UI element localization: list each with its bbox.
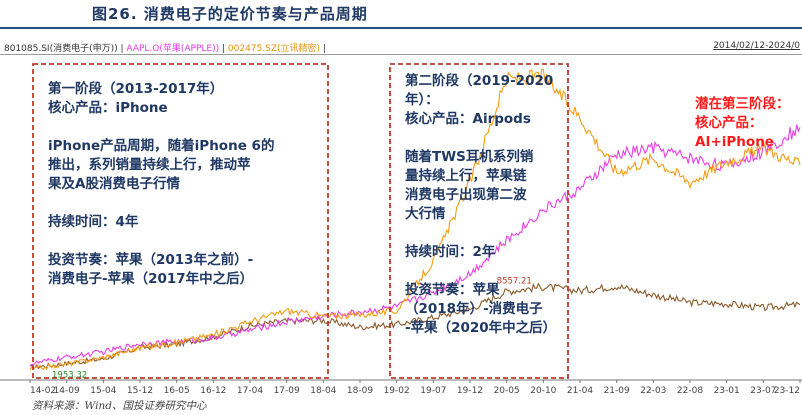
x-tick-label: 22-03: [640, 386, 666, 396]
date-range[interactable]: 2014/02/12-2024/0: [713, 41, 800, 51]
data-label: 1953.32: [52, 370, 87, 380]
legend-line: 801085.SI(消费电子(申万)) | AAPL.O(苹果(APPLE)) …: [4, 41, 326, 54]
x-tick-label: 18-04: [310, 386, 336, 396]
x-tick-label: 17-09: [274, 386, 300, 396]
source-note: 资料来源：Wind、国投证券研究中心: [32, 400, 207, 412]
x-tick-label: 14-09: [54, 386, 80, 396]
x-tick-label: 19-12: [457, 386, 483, 396]
x-tick-label: 23-12: [774, 386, 800, 396]
legend-sep-2: |: [219, 44, 228, 54]
x-tick-label: 17-04: [237, 386, 263, 396]
x-tick-label: 18-09: [347, 386, 373, 396]
figure-title: 图26. 消费电子的定价节奏与产品周期: [92, 5, 368, 23]
x-tick-label: 22-08: [677, 386, 703, 396]
x-tick-label: 20-05: [494, 386, 520, 396]
series-line-2: [29, 124, 801, 367]
legend-divider: [0, 54, 802, 55]
legend-sep-3: |: [320, 44, 326, 54]
x-tick-label: 23-01: [714, 386, 740, 396]
x-tick-label: 19-07: [420, 386, 446, 396]
series-layer: [29, 68, 801, 371]
x-tick-label: 23-07: [750, 386, 776, 396]
legend-series-3: 002475.SZ(立讯精密): [227, 44, 321, 54]
stage1-box: [32, 63, 329, 379]
stage1-annotation: 第一阶段（2013-2017年） 核心产品：iPhone iPhone产品周期，…: [48, 81, 275, 287]
x-tick-label: 20-10: [530, 386, 556, 396]
legend-series-2: AAPL.O(苹果(APPLE)): [126, 44, 220, 54]
x-tick-label: 19-02: [384, 386, 410, 396]
x-tick-label: 21-09: [604, 386, 630, 396]
x-tick-label: 16-05: [164, 386, 190, 396]
legend-series-1: 801085.SI(消费电子(申万)): [4, 44, 118, 54]
legend-sep-1: |: [117, 44, 127, 54]
stage2-annotation: 第二阶段（2019-2020 年）： 核心产品：Airpods 随着TWS耳机系…: [405, 73, 557, 336]
x-tick-label: 21-04: [567, 386, 593, 396]
series-line-3: [29, 68, 801, 371]
title-divider: [0, 27, 802, 29]
x-tick-label: 15-12: [127, 386, 153, 396]
stage3-annotation: 潜在第三阶段： 核心产品： AI+iPhone: [695, 96, 790, 150]
x-tick-label: 16-12: [200, 386, 226, 396]
data-label: 8557.21: [497, 276, 532, 286]
x-tick-label: 14-02: [30, 386, 56, 396]
stage2-box: [389, 63, 569, 379]
data-labels: 1953.32 8557.21: [52, 276, 532, 380]
x-tick-label: 15-04: [90, 386, 116, 396]
